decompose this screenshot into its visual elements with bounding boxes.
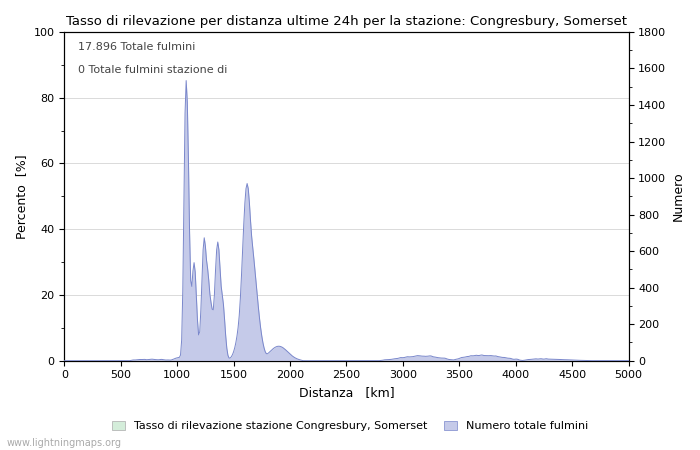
Legend: Tasso di rilevazione stazione Congresbury, Somerset, Numero totale fulmini: Tasso di rilevazione stazione Congresbur…: [107, 416, 593, 436]
Text: 17.896 Totale fulmini: 17.896 Totale fulmini: [78, 42, 196, 52]
Text: 0 Totale fulmini stazione di: 0 Totale fulmini stazione di: [78, 65, 228, 75]
Title: Tasso di rilevazione per distanza ultime 24h per la stazione: Congresbury, Somer: Tasso di rilevazione per distanza ultime…: [66, 15, 627, 28]
Y-axis label: Percento  [%]: Percento [%]: [15, 154, 28, 238]
X-axis label: Distanza   [km]: Distanza [km]: [299, 386, 394, 399]
Y-axis label: Numero: Numero: [672, 171, 685, 221]
Text: www.lightningmaps.org: www.lightningmaps.org: [7, 438, 122, 448]
